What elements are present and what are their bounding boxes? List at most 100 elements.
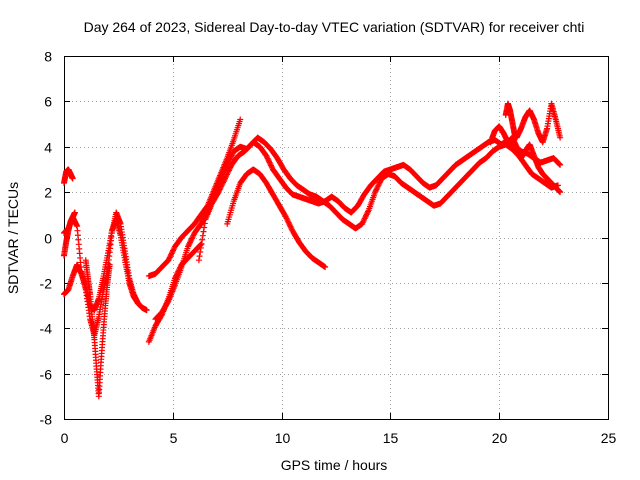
data-point	[228, 152, 235, 159]
data-point	[222, 174, 229, 181]
data-point	[168, 250, 175, 257]
data-point	[198, 240, 205, 247]
series-s10	[224, 166, 329, 270]
y-tick-label: -4	[40, 321, 53, 337]
data-point	[197, 249, 204, 256]
data-point	[263, 152, 270, 159]
data-point	[201, 224, 208, 231]
data-point	[216, 187, 223, 194]
x-tick-label: 10	[275, 430, 291, 446]
axis-ticks	[64, 56, 609, 420]
data-point	[223, 172, 230, 179]
series-s7	[145, 241, 205, 345]
data-point	[201, 220, 208, 227]
y-tick-label: 0	[44, 231, 52, 247]
data-point	[284, 216, 291, 223]
data-point	[264, 154, 271, 161]
data-point	[218, 183, 225, 190]
data-point	[216, 186, 223, 193]
data-point	[374, 183, 381, 190]
data-point	[283, 215, 290, 222]
x-tick-label: 20	[492, 430, 508, 446]
data-point	[374, 185, 381, 192]
data-point	[200, 228, 207, 235]
data-point	[168, 251, 175, 258]
data-point	[376, 180, 383, 187]
data-point	[199, 236, 206, 243]
data-point	[106, 261, 113, 268]
data-point	[166, 254, 173, 261]
x-axis-label: GPS time / hours	[281, 457, 388, 473]
y-tick-label: 6	[44, 94, 52, 110]
x-tick-label: 15	[383, 430, 399, 446]
data-point	[69, 175, 76, 182]
data-point	[359, 220, 366, 227]
data-point	[226, 157, 233, 164]
x-tick-label: 0	[61, 430, 69, 446]
data-point	[286, 220, 293, 227]
data-point	[195, 257, 202, 264]
y-axis-label: SDTVAR / TECUs	[5, 182, 21, 294]
data-point	[556, 161, 563, 168]
data-point	[372, 189, 379, 196]
data-point	[364, 209, 371, 216]
series-s3	[61, 216, 141, 314]
data-point	[197, 244, 204, 251]
data-point	[217, 185, 224, 192]
data-point	[282, 214, 289, 221]
data-points	[61, 100, 564, 400]
data-point	[143, 307, 150, 314]
tick-labels: 0 5 10 15 20 25 -8 -6 -4 -2 0 2 4 6 8	[40, 49, 617, 447]
data-point	[359, 219, 366, 226]
data-point	[227, 155, 234, 162]
data-point	[222, 175, 229, 182]
data-point	[267, 160, 274, 167]
y-tick-label: 8	[44, 49, 52, 65]
chart-title: Day 264 of 2023, Sidereal Day-to-day VTE…	[84, 19, 585, 35]
data-point	[228, 153, 235, 160]
series-s9	[195, 134, 561, 264]
y-tick-label: 2	[44, 185, 52, 201]
x-tick-label: 5	[170, 430, 178, 446]
data-point	[265, 156, 272, 163]
data-point	[372, 187, 379, 194]
data-point	[322, 263, 329, 270]
data-point	[225, 167, 232, 174]
data-point	[188, 236, 195, 243]
data-point	[164, 299, 171, 306]
data-point	[363, 212, 370, 219]
data-point	[361, 215, 368, 222]
data-point	[170, 247, 177, 254]
data-point	[167, 253, 174, 260]
y-tick-label: -2	[40, 276, 53, 292]
y-tick-label: -8	[40, 412, 53, 428]
data-point	[288, 224, 295, 231]
data-point	[215, 189, 222, 196]
data-point	[373, 186, 380, 193]
data-point	[226, 156, 233, 163]
data-point	[189, 234, 196, 241]
series-s1	[61, 166, 76, 187]
data-point	[218, 182, 225, 189]
data-point	[557, 161, 564, 168]
data-point	[221, 176, 228, 183]
data-point	[225, 168, 232, 175]
data-point	[376, 179, 383, 186]
gridlines	[64, 56, 608, 419]
data-point	[268, 163, 275, 170]
data-point	[223, 171, 230, 178]
data-point	[237, 116, 244, 123]
data-point	[187, 238, 194, 245]
data-point	[265, 158, 272, 165]
data-point	[361, 216, 368, 223]
data-point	[555, 160, 562, 167]
data-point	[185, 243, 192, 250]
data-point	[362, 214, 369, 221]
data-point	[165, 257, 172, 264]
series-s6	[145, 116, 244, 280]
data-point	[225, 159, 232, 166]
data-point	[220, 178, 227, 185]
data-point	[196, 253, 203, 260]
data-point	[199, 232, 206, 239]
data-point	[219, 180, 226, 187]
